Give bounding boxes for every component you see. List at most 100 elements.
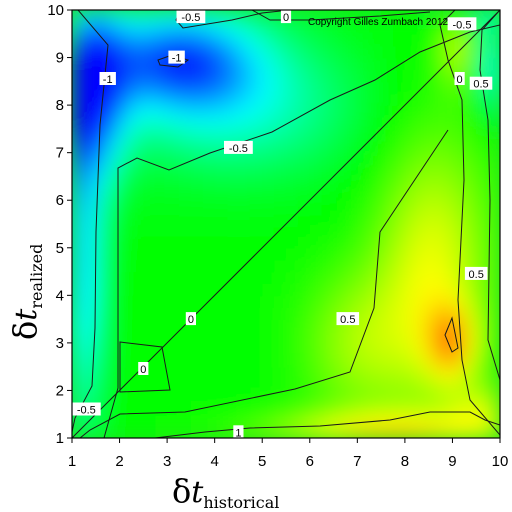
- heatmap-cell: [155, 45, 168, 59]
- heatmap-cell: [309, 259, 323, 273]
- heatmap-cell: [321, 342, 335, 356]
- heatmap-cell: [393, 93, 406, 106]
- heatmap-cell: [155, 271, 168, 285]
- heatmap-cell: [190, 45, 204, 59]
- y-axis-delta: δ: [6, 321, 44, 340]
- heatmap-cell: [452, 295, 466, 309]
- heatmap-cell: [309, 140, 323, 154]
- heatmap-cell: [190, 235, 204, 249]
- heatmap-cell: [416, 235, 430, 249]
- contour-line: [444, 316, 459, 353]
- heatmap-cell: [95, 342, 109, 356]
- heatmap-cell: [190, 57, 204, 71]
- heatmap-cell: [83, 354, 97, 368]
- heatmap-cell: [381, 259, 394, 273]
- heatmap-cell: [297, 45, 311, 59]
- heatmap-cell: [333, 212, 347, 225]
- heatmap-cell: [155, 295, 168, 309]
- heatmap-cell: [297, 235, 311, 249]
- heatmap-cell: [309, 283, 323, 297]
- heatmap-cell: [179, 176, 192, 190]
- heatmap-cell: [119, 117, 133, 130]
- heatmap-cell: [416, 224, 430, 237]
- heatmap-cell: [107, 10, 121, 23]
- heatmap-cell: [214, 366, 228, 380]
- heatmap-cell: [72, 57, 85, 71]
- heatmap-cell: [119, 414, 133, 427]
- heatmap-cell: [357, 259, 371, 273]
- heatmap-cell: [452, 378, 466, 392]
- heatmap-cell: [262, 93, 275, 106]
- heatmap-cell: [440, 283, 454, 297]
- heatmap-cell: [357, 247, 371, 261]
- heatmap-cell: [238, 224, 252, 237]
- heatmap-cell: [381, 33, 394, 47]
- heatmap-cell: [226, 105, 240, 118]
- heatmap-cell: [309, 235, 323, 249]
- heatmap-cell: [72, 117, 85, 130]
- heatmap-cell: [238, 188, 252, 202]
- heatmap-cell: [357, 295, 371, 309]
- contour-label-bg: [336, 312, 360, 326]
- heatmap-cell: [440, 176, 454, 190]
- heatmap-cell: [309, 271, 323, 285]
- heatmap-cell: [226, 81, 240, 95]
- heatmap-cell: [345, 128, 359, 142]
- heatmap-cell: [428, 164, 442, 178]
- heatmap-cell: [214, 390, 228, 404]
- heatmap-cell: [476, 21, 489, 35]
- heatmap-cell: [333, 93, 347, 106]
- heatmap-cell: [155, 33, 168, 47]
- heatmap-cell: [262, 69, 275, 83]
- heatmap-cell: [321, 378, 335, 392]
- heatmap-cell: [131, 93, 145, 106]
- heatmap-cell: [226, 247, 240, 261]
- heatmap-cell: [476, 212, 489, 225]
- heatmap-cell: [190, 283, 204, 297]
- contour-label-text: -0.5: [453, 19, 472, 31]
- heatmap-cell: [83, 164, 97, 178]
- heatmap-cell: [476, 93, 489, 106]
- heatmap-cell: [404, 295, 418, 309]
- heatmap-cell: [404, 235, 418, 249]
- heatmap-cell: [72, 176, 85, 190]
- heatmap-cell: [440, 247, 454, 261]
- heatmap-cell: [428, 152, 442, 166]
- heatmap-cell: [274, 224, 287, 237]
- heatmap-cell: [393, 176, 406, 190]
- heatmap-cell: [404, 21, 418, 35]
- heatmap-cell: [428, 128, 442, 142]
- heatmap-cell: [83, 45, 97, 59]
- heatmap-cell: [274, 128, 287, 142]
- heatmap-cell: [428, 402, 442, 416]
- heatmap-cell: [143, 45, 157, 59]
- heatmap-cell: [286, 200, 299, 213]
- heatmap-cell: [381, 331, 394, 344]
- copyright-text: Copyright Gilles Zumbach 2012: [308, 17, 449, 28]
- heatmap-cell: [119, 188, 133, 202]
- heatmap-cell: [226, 164, 240, 178]
- heatmap-cell: [416, 319, 430, 332]
- heatmap-cell: [309, 414, 323, 427]
- heatmap-cell: [357, 176, 371, 190]
- heatmap-cell: [393, 354, 406, 368]
- contour-label: -1: [168, 50, 185, 65]
- heatmap-cell: [345, 117, 359, 130]
- heatmap-cell: [95, 10, 109, 23]
- heatmap-cell: [297, 176, 311, 190]
- heatmap-cell: [190, 414, 204, 427]
- heatmap-cell: [393, 21, 406, 35]
- heatmap-cell: [155, 10, 168, 23]
- heatmap-cell: [167, 247, 180, 261]
- heatmap-cell: [72, 331, 85, 344]
- heatmap-cell: [393, 307, 406, 320]
- heatmap-cell: [119, 426, 133, 438]
- heatmap-cell: [155, 414, 168, 427]
- heatmap-cell: [476, 152, 489, 166]
- heatmap-cell: [416, 105, 430, 118]
- heatmap-cell: [190, 402, 204, 416]
- heatmap-cell: [488, 295, 500, 309]
- heatmap-cell: [416, 93, 430, 106]
- heatmap-cell: [238, 247, 252, 261]
- heatmap-cell: [167, 152, 180, 166]
